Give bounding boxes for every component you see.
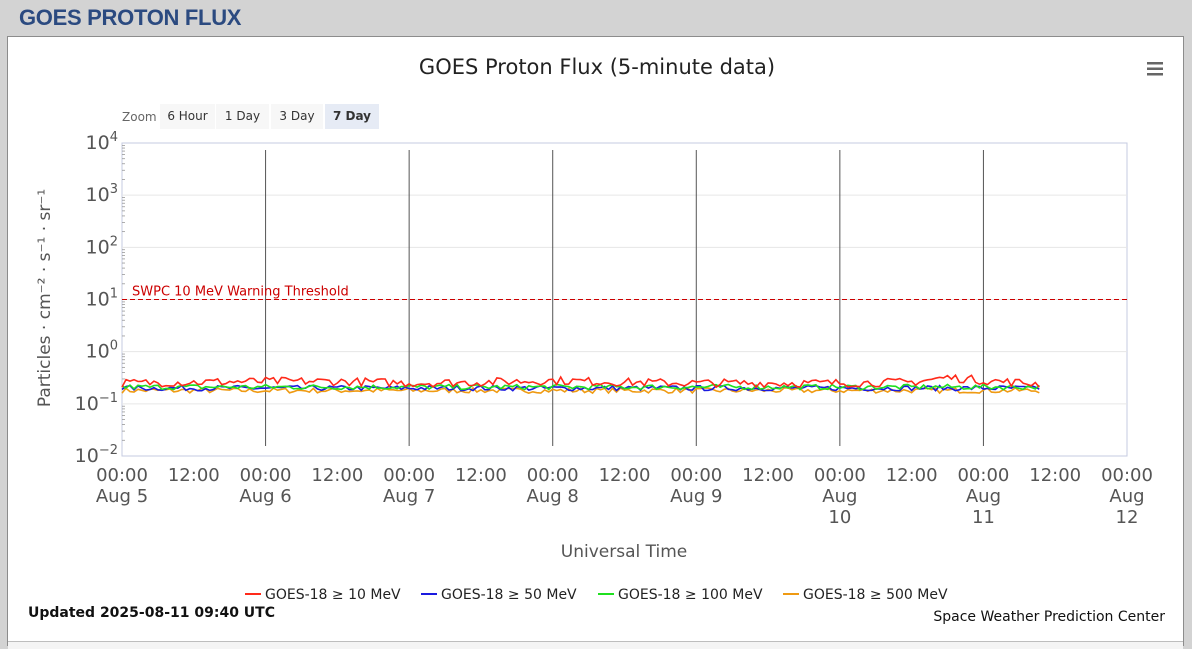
legend-label: GOES-18 ≥ 50 MeV	[441, 587, 577, 603]
zoom-buttons: 6 Hour 1 Day 3 Day 7 Day	[160, 104, 379, 129]
grid	[122, 194, 1127, 405]
hamburger-menu-icon[interactable]	[1140, 56, 1170, 82]
y-axis-title: Particles · cm⁻² · s⁻¹ · sr⁻¹	[35, 189, 55, 407]
bottom-strip	[8, 641, 1183, 649]
y-tick-label: 102	[86, 234, 118, 258]
y-axis: 104 103 102 101 100 10−1 10−2	[75, 130, 125, 467]
zoom-button-bg	[160, 104, 215, 129]
x-tick-label: 00:00 Aug 9	[670, 465, 722, 507]
y-tick-label: 104	[86, 130, 118, 154]
x-tick-label: 12:00	[311, 465, 363, 486]
x-tick-label: 00:00 Aug 12	[1101, 465, 1153, 528]
zoom-button-1-day[interactable]: 1 Day	[216, 104, 269, 129]
legend-label: GOES-18 ≥ 100 MeV	[618, 587, 763, 603]
x-tick-label: 12:00	[599, 465, 651, 486]
y-tick-label: 101	[86, 287, 118, 311]
x-tick-label: 12:00	[886, 465, 938, 486]
credit-text: Space Weather Prediction Center	[933, 609, 1165, 625]
day-lines	[265, 150, 984, 446]
zoom-button-label: 1 Day	[225, 109, 260, 123]
legend: GOES-18 ≥ 10 MeV GOES-18 ≥ 50 MeV GOES-18 …	[245, 587, 948, 603]
legend-item[interactable]: GOES-18 ≥ 500 MeV	[783, 587, 948, 603]
y-tick-label: 10−2	[75, 443, 118, 467]
y-tick-label: 10−1	[75, 391, 118, 415]
zoom-button-bg	[325, 104, 379, 129]
series-line	[121, 373, 1040, 389]
series	[121, 373, 1040, 395]
y-tick-label: 100	[86, 339, 118, 363]
x-tick-label: 00:00 Aug 11	[957, 465, 1009, 528]
x-tick-label: 00:00 Aug 5	[96, 465, 148, 507]
zoom-label: Zoom	[122, 110, 157, 124]
y-tick-label: 103	[86, 182, 118, 206]
page-header: GOES PROTON FLUX	[0, 0, 1192, 34]
legend-item[interactable]: GOES-18 ≥ 10 MeV	[245, 587, 401, 603]
x-tick-label: 12:00	[742, 465, 794, 486]
x-tick-label: 00:00 Aug 10	[814, 465, 866, 528]
x-tick-label: 12:00	[455, 465, 507, 486]
series-line	[121, 383, 1040, 391]
x-axis: 00:00 Aug 5 12:00 00:00 Aug 6 12:00 00:00 Aug 7…	[96, 465, 1153, 528]
zoom-button-6-hour[interactable]: 6 Hour	[160, 104, 215, 129]
zoom-button-label: 3 Day	[279, 109, 314, 123]
zoom-button-label: 7 Day	[333, 109, 371, 123]
chart-title: GOES Proton Flux (5-minute data)	[419, 55, 775, 79]
x-tick-label: 00:00 Aug 8	[527, 465, 579, 507]
x-tick-label: 00:00 Aug 6	[239, 465, 291, 507]
zoom-button-label: 6 Hour	[167, 109, 207, 123]
series-line	[121, 386, 1040, 395]
page-title: GOES PROTON FLUX	[19, 5, 242, 30]
legend-item[interactable]: GOES-18 ≥ 100 MeV	[598, 587, 763, 603]
zoom-button-bg	[271, 104, 323, 129]
updated-timestamp: Updated 2025-08-11 09:40 UTC	[28, 605, 275, 621]
threshold-label: SWPC 10 MeV Warning Threshold	[132, 285, 349, 300]
zoom-button-bg	[216, 104, 269, 129]
legend-label: GOES-18 ≥ 500 MeV	[803, 587, 948, 603]
x-tick-label: 12:00	[168, 465, 220, 486]
x-tick-label: 00:00 Aug 7	[383, 465, 435, 507]
zoom-button-3-day[interactable]: 3 Day	[271, 104, 323, 129]
legend-label: GOES-18 ≥ 10 MeV	[265, 587, 401, 603]
x-tick-label: 12:00	[1029, 465, 1081, 486]
x-axis-title: Universal Time	[561, 542, 687, 562]
legend-item[interactable]: GOES-18 ≥ 50 MeV	[421, 587, 577, 603]
zoom-button-7-day[interactable]: 7 Day	[325, 104, 379, 129]
